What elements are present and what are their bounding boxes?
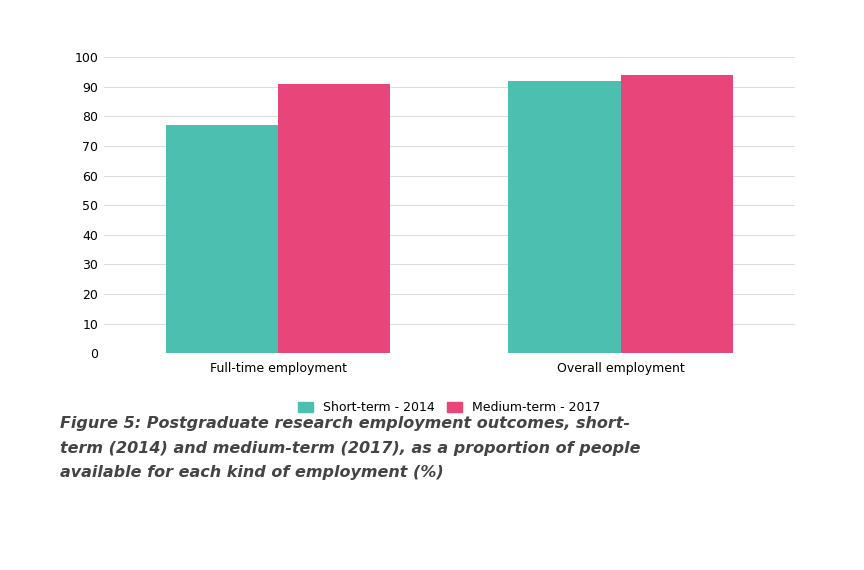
Bar [620,75,733,353]
Bar [278,84,391,353]
Text: Figure 5: Postgraduate research employment outcomes, short-
term (2014) and medi: Figure 5: Postgraduate research employme… [60,416,641,481]
Legend: Short-term - 2014, Medium-term - 2017: Short-term - 2014, Medium-term - 2017 [298,401,600,414]
Bar [508,81,620,353]
Bar [166,125,278,353]
